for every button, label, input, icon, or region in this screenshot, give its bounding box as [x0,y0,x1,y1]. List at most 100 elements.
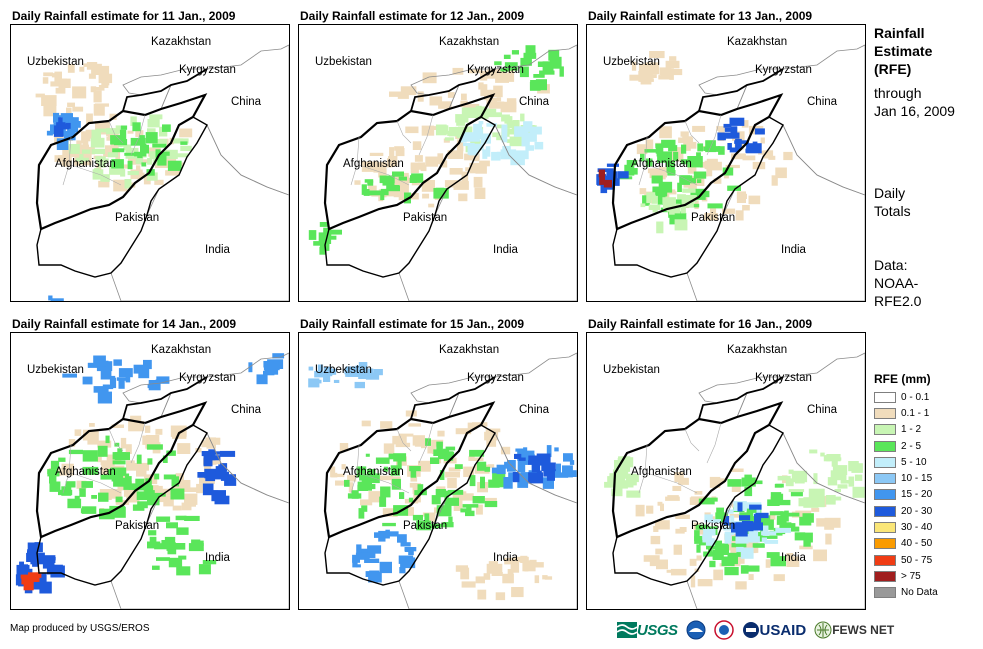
rain-cell [504,55,511,59]
rain-cell [257,374,268,384]
rain-cell [475,188,486,199]
rain-cell [653,208,658,212]
rain-cell [94,91,102,103]
rain-cell [833,465,847,475]
map-label-afghanistan: Afghanistan [631,158,692,170]
rain-cell [161,540,169,545]
rain-cell [755,128,765,134]
legend-swatch [874,473,896,484]
rain-cell [560,66,564,76]
rain-cell [164,475,176,480]
map-label-kazakhstan: Kazakhstan [439,344,499,356]
rain-cell [825,518,841,528]
rain-cell [380,487,390,498]
rain-cell [81,131,86,143]
rain-cell [458,194,467,202]
legend-item: 1 - 2 [874,422,974,438]
rain-cell [484,573,491,580]
rain-cell [98,493,109,502]
rain-cell [410,178,417,183]
map-label-china: China [519,404,550,416]
rain-cell [742,478,756,487]
rain-cell [137,501,148,508]
rain-cell [98,392,112,404]
rain-cell [520,114,524,122]
rain-cell [170,543,186,550]
through-label: through [874,84,955,102]
rain-cell [204,456,213,467]
rain-cell [364,189,370,196]
map-label-pakistan: Pakistan [691,520,735,532]
legend-item: 15 - 20 [874,487,974,503]
rain-cell [563,453,573,461]
rain-cell [380,421,392,429]
rain-cell [529,456,539,462]
rain-cell [645,149,658,153]
rain-cell [75,429,82,436]
rain-cell [445,472,460,478]
rain-cell [766,559,771,568]
rain-cell [533,74,544,78]
rain-cell [389,92,403,97]
rain-cell [184,487,199,492]
rain-cell [681,145,686,154]
rain-cell [24,582,34,591]
rain-cell [709,561,715,567]
rain-cell [556,464,561,474]
legend-rows: 0 - 0.1 0.1 - 11 - 22 - 55 - 10 10 - 15 15 … [874,389,974,601]
rain-cell [415,155,423,162]
rain-cell [803,497,818,508]
rain-cell [735,581,746,589]
map-label-pakistan: Pakistan [691,212,735,224]
rain-cell [382,523,396,526]
rain-cell [267,359,283,369]
rain-cell [121,126,128,130]
rain-cell [413,141,422,150]
map-label-uzbekistan: Uzbekistan [603,56,660,68]
rain-cell [113,460,126,464]
rain-cell [355,382,365,388]
rain-cell [83,377,93,385]
rain-cell [394,146,404,151]
rain-cell [67,103,75,107]
rain-cell [72,86,86,98]
rain-cell [146,132,158,143]
map-frame: Kazakhstan Uzbekistan Kyrgyzstan China Afgha… [298,332,578,610]
rain-cell [853,487,866,498]
map-label-kyrgyzstan: Kyrgyzstan [755,372,812,384]
rain-cell [43,72,53,76]
rain-cell [385,530,390,539]
rain-cell [445,137,454,140]
map-panel-1: Daily Rainfall estimate for 11 Jan., 200… [10,8,298,300]
rain-cell [528,472,543,483]
rain-cell [747,566,759,572]
map-panel-3: Daily Rainfall estimate for 13 Jan., 200… [586,8,874,300]
rain-cell [487,564,503,574]
rain-cell [66,481,76,487]
map-label-uzbekistan: Uzbekistan [27,56,84,68]
rain-cell [790,523,795,531]
rain-cell [91,138,105,148]
map-label-afghanistan: Afghanistan [343,466,404,478]
rain-cell [98,361,108,367]
rain-cell [542,575,547,579]
map-label-kazakhstan: Kazakhstan [727,344,787,356]
map-label-kazakhstan: Kazakhstan [151,344,211,356]
rain-cell [690,559,697,566]
rain-cell [381,189,389,195]
rain-cell [119,378,125,389]
rain-cell [695,491,703,495]
rain-cell [656,560,668,570]
rain-cell [56,88,66,94]
rain-cell [501,115,510,122]
rain-cell [749,196,761,205]
rain-cell [396,443,411,447]
rain-cell [94,104,105,116]
rain-cell [792,471,807,482]
rain-cell [778,494,783,501]
rain-cell [683,178,696,183]
rain-cell [367,545,381,553]
map-frame: Kazakhstan Uzbekistan Kyrgyzstan China Afgha… [586,332,866,610]
rain-cell [360,499,372,505]
rain-cell [474,177,483,188]
